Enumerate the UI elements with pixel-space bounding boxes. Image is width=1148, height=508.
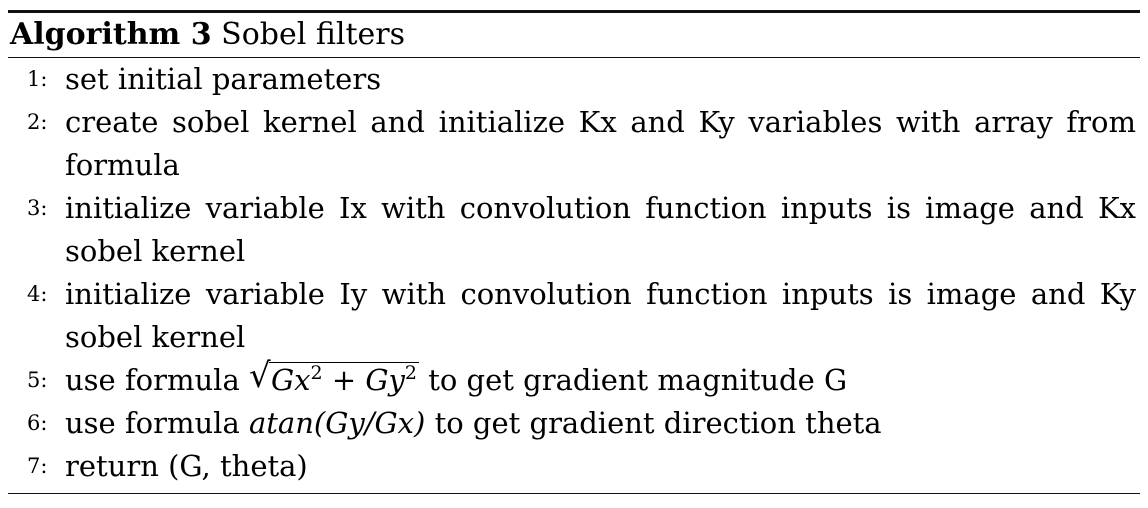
step-text-pre: use formula <box>65 363 240 397</box>
term-gx: Gx <box>270 363 311 397</box>
step-number: 1: <box>27 67 48 91</box>
top-rule <box>8 10 1140 13</box>
step-number: 3: <box>27 196 48 220</box>
plus-operator: + <box>331 363 357 397</box>
step-3: 3: initialize variable Ix with convoluti… <box>8 187 1140 273</box>
caption-rule <box>8 57 1140 58</box>
step-text-pre: use formula <box>65 406 240 440</box>
step-number: 6: <box>27 411 48 435</box>
atan-formula: atan(Gy/Gx) <box>248 406 426 440</box>
step-2: 2: create sobel kernel and initialize Kx… <box>8 101 1140 187</box>
step-list: 1: set initial parameters 2: create sobe… <box>8 58 1140 488</box>
step-text: initialize variable Ix with convolution … <box>65 191 1136 268</box>
algorithm-caption: Algorithm 3 Sobel filters <box>8 13 1140 57</box>
algorithm-label: Algorithm 3 <box>10 17 212 52</box>
step-text: create sobel kernel and initialize Kx an… <box>65 105 1136 182</box>
step-text: initialize variable Iy with convolution … <box>65 277 1136 354</box>
sqrt-formula: √ Gx2 + Gy2 <box>249 356 419 402</box>
step-1: 1: set initial parameters <box>8 58 1140 101</box>
step-text: set initial parameters <box>65 62 382 96</box>
term-gy: Gy <box>365 363 405 397</box>
exp-gy: 2 <box>404 362 417 384</box>
radical-sign: √ <box>248 356 271 396</box>
step-text-post: to get gradient magnitude G <box>428 363 848 397</box>
step-number: 5: <box>27 368 48 392</box>
bottom-rule <box>8 493 1140 494</box>
step-4: 4: initialize variable Iy with convoluti… <box>8 273 1140 359</box>
radicand: Gx2 + Gy2 <box>268 362 419 397</box>
step-5: 5: use formula √ Gx2 + Gy2 to get gradien… <box>8 356 1140 402</box>
step-number: 2: <box>27 110 48 134</box>
step-number: 7: <box>27 454 48 478</box>
exp-gx: 2 <box>310 362 323 384</box>
step-number: 4: <box>27 282 48 306</box>
algorithm-title: Sobel filters <box>221 17 405 52</box>
algorithm-box: Algorithm 3 Sobel filters 1: set initial… <box>8 10 1140 488</box>
step-7: 7: return (G, theta) <box>8 445 1140 488</box>
step-text: return (G, theta) <box>65 449 308 483</box>
step-6: 6: use formula atan(Gy/Gx) to get gradie… <box>8 402 1140 445</box>
step-text-post: to get gradient direction theta <box>434 406 882 440</box>
